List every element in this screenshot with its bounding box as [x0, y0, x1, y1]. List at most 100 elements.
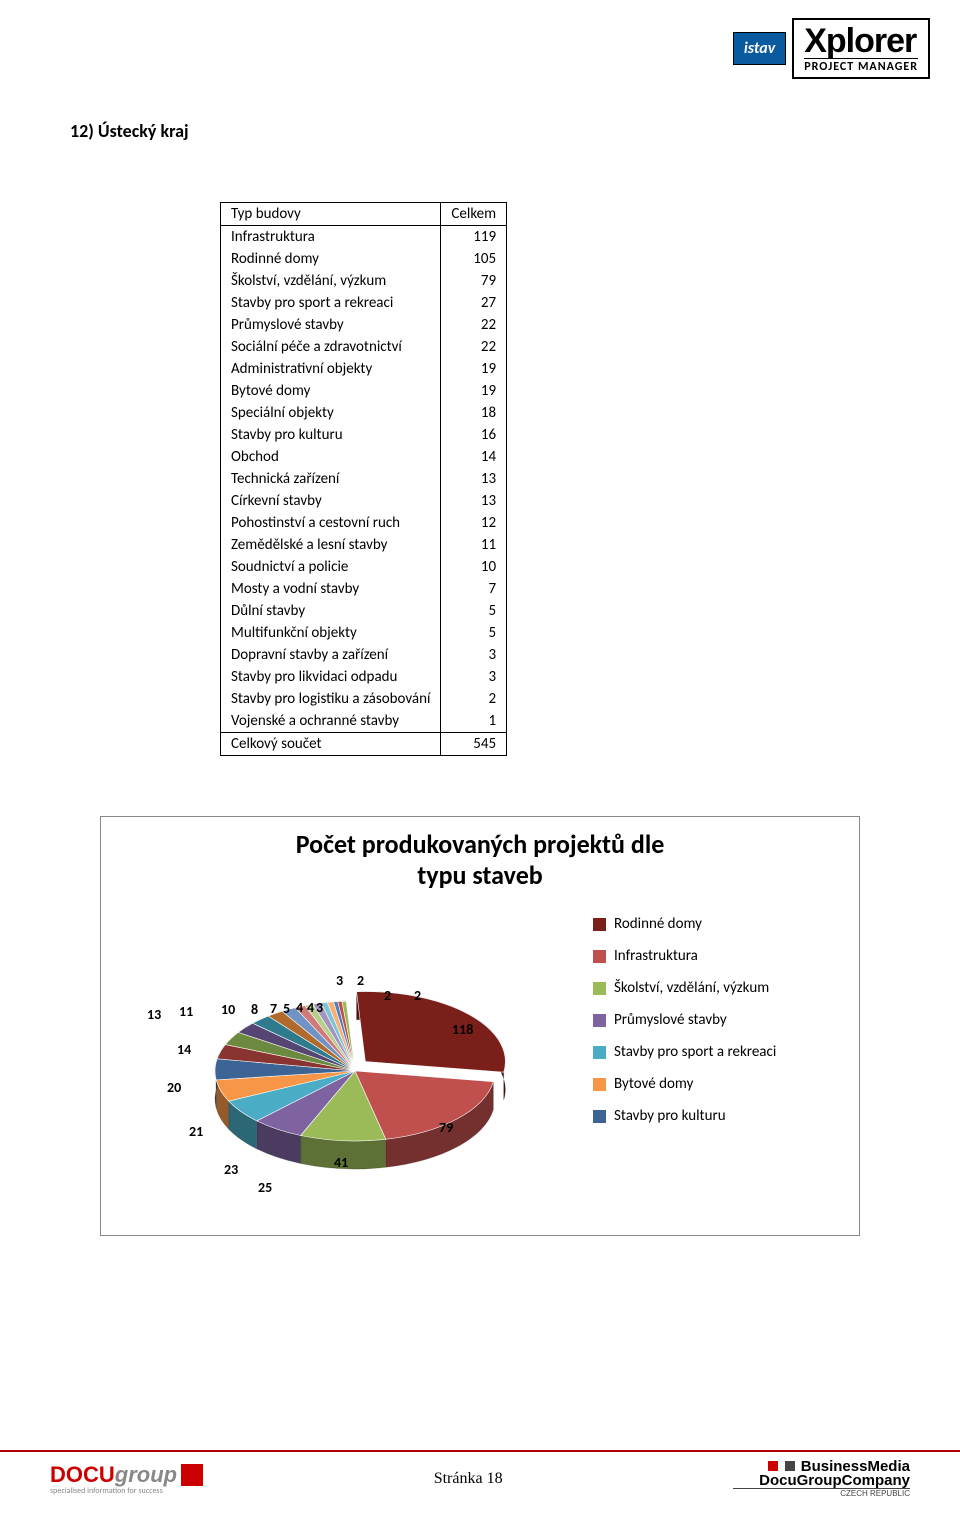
- chart-data-label: 41: [334, 1154, 348, 1171]
- legend-item: Školství, vzdělání, výzkum: [593, 979, 843, 997]
- bm-line3: CZECH REPUBLIC: [733, 1488, 910, 1498]
- chart-data-label: 23: [224, 1161, 238, 1178]
- chart-title: Počet produkovaných projektů dle typu st…: [117, 829, 843, 891]
- table-row-value: 7: [441, 578, 507, 600]
- legend-label: Stavby pro kulturu: [614, 1107, 726, 1125]
- legend-label: Stavby pro sport a rekreaci: [614, 1043, 776, 1061]
- chart-data-label: 4: [296, 999, 303, 1016]
- table-row-label: Technická zařízení: [221, 468, 441, 490]
- table-row-value: 105: [441, 248, 507, 270]
- table-row-value: 19: [441, 380, 507, 402]
- table-row-value: 13: [441, 490, 507, 512]
- table-row-value: 22: [441, 314, 507, 336]
- docu-red: DOCU: [50, 1462, 115, 1487]
- table-row-label: Rodinné domy: [221, 248, 441, 270]
- table-row-label: Stavby pro logistiku a zásobování: [221, 688, 441, 710]
- table-row-label: Mosty a vodní stavby: [221, 578, 441, 600]
- table-row-label: Dopravní stavby a zařízení: [221, 644, 441, 666]
- legend-swatch: [593, 1078, 606, 1091]
- table-row-value: 5: [441, 622, 507, 644]
- table-row-label: Obchod: [221, 446, 441, 468]
- chart-data-label: 7: [270, 1000, 277, 1017]
- table-row-label: Důlní stavby: [221, 600, 441, 622]
- legend-swatch: [593, 1014, 606, 1027]
- chart-data-label: 13: [147, 1006, 161, 1023]
- chart-data-label: 25: [258, 1179, 272, 1196]
- chart-data-label: 10: [221, 1001, 235, 1018]
- xplorer-title: Xplorer: [804, 24, 918, 58]
- docugroup-logo: DOCUgroup specialised information for su…: [50, 1462, 203, 1496]
- table-row-value: 10: [441, 556, 507, 578]
- legend-label: Školství, vzdělání, výzkum: [614, 979, 769, 997]
- table-row-value: 14: [441, 446, 507, 468]
- chart-data-label: 11: [179, 1003, 193, 1020]
- table-row-value: 3: [441, 644, 507, 666]
- xplorer-subtitle: PROJECT MANAGER: [804, 58, 918, 73]
- table-row-value: 79: [441, 270, 507, 292]
- docu-grey: group: [115, 1462, 177, 1487]
- table-row-label: Infrastruktura: [221, 226, 441, 249]
- legend-label: Bytové domy: [614, 1075, 693, 1093]
- chart-data-label: 79: [439, 1119, 453, 1136]
- chart-card: Počet produkovaných projektů dle typu st…: [100, 816, 860, 1236]
- businessmedia-logo: BusinessMedia DocuGroupCompany CZECH REP…: [733, 1460, 910, 1499]
- legend-swatch: [593, 982, 606, 995]
- legend-swatch: [593, 918, 606, 931]
- legend-item: Bytové domy: [593, 1075, 843, 1093]
- table-row-label: Vojenské a ochranné stavby: [221, 710, 441, 733]
- bm-line2: DocuGroupCompany: [759, 1472, 910, 1489]
- chart-data-label: 20: [167, 1079, 181, 1096]
- table-row-label: Soudnictví a policie: [221, 556, 441, 578]
- chart-data-label: 3: [316, 999, 323, 1016]
- table-col2-header: Celkem: [441, 203, 507, 226]
- legend-item: Stavby pro kulturu: [593, 1107, 843, 1125]
- table-col1-header: Typ budovy: [221, 203, 441, 226]
- table-row-label: Školství, vzdělání, výzkum: [221, 270, 441, 292]
- table-row-value: 119: [441, 226, 507, 249]
- table-row-label: Bytové domy: [221, 380, 441, 402]
- chart-data-label: 8: [251, 1001, 258, 1018]
- table-row-value: 11: [441, 534, 507, 556]
- legend-item: Infrastruktura: [593, 947, 843, 965]
- pie-chart: 118794125232120141311108754433222: [117, 901, 593, 1211]
- pie-svg: [125, 901, 585, 1211]
- docu-square-icon: [181, 1464, 203, 1486]
- table-row-label: Průmyslové stavby: [221, 314, 441, 336]
- chart-legend: Rodinné domy Infrastruktura Školství, vzdě…: [593, 901, 843, 1211]
- data-table: Typ budovy Celkem Infrastruktura119Rodin…: [220, 202, 507, 756]
- chart-data-label: 3: [336, 972, 343, 989]
- bm-red-square-icon: [768, 1461, 778, 1471]
- table-row-label: Speciální objekty: [221, 402, 441, 424]
- table-row-value: 2: [441, 688, 507, 710]
- table-row-label: Sociální péče a zdravotnictví: [221, 336, 441, 358]
- legend-item: Rodinné domy: [593, 915, 843, 933]
- header-logo: istav Xplorer PROJECT MANAGER: [733, 18, 930, 79]
- legend-label: Průmyslové stavby: [614, 1011, 727, 1029]
- table-row-label: Stavby pro kulturu: [221, 424, 441, 446]
- table-row-label: Stavby pro sport a rekreaci: [221, 292, 441, 314]
- chart-data-label: 4: [307, 999, 314, 1016]
- chart-data-label: 14: [177, 1041, 191, 1058]
- istav-badge: istav: [733, 32, 786, 65]
- legend-item: Průmyslové stavby: [593, 1011, 843, 1029]
- legend-swatch: [593, 1046, 606, 1059]
- chart-title-l1: Počet produkovaných projektů dle: [296, 828, 665, 860]
- chart-data-label: 2: [384, 987, 391, 1004]
- legend-swatch: [593, 1110, 606, 1123]
- table-row-value: 18: [441, 402, 507, 424]
- chart-title-l2: typu staveb: [417, 859, 543, 891]
- table-total-value: 545: [441, 733, 507, 756]
- section-title: 12) Ústecký kraj: [70, 120, 890, 142]
- table-row-label: Multifunkční objekty: [221, 622, 441, 644]
- table-row-label: Administrativní objekty: [221, 358, 441, 380]
- table-row-value: 19: [441, 358, 507, 380]
- table-row-value: 27: [441, 292, 507, 314]
- table-row-value: 16: [441, 424, 507, 446]
- page-footer: DOCUgroup specialised information for su…: [0, 1450, 960, 1499]
- table-total-label: Celkový součet: [221, 733, 441, 756]
- legend-swatch: [593, 950, 606, 963]
- table-row-label: Zemědělské a lesní stavby: [221, 534, 441, 556]
- table-row-value: 1: [441, 710, 507, 733]
- chart-data-label: 2: [357, 972, 364, 989]
- table-row-value: 13: [441, 468, 507, 490]
